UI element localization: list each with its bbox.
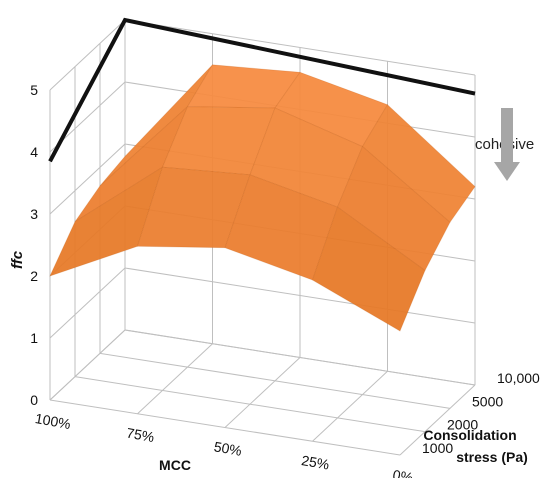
surface-patch-3-1 <box>337 145 451 272</box>
x-tick-0: 100% <box>34 410 72 432</box>
grid-left-h-1 <box>49 267 126 339</box>
x-tick-labels: 100% 75% 50% 25% 0% <box>34 410 414 478</box>
z-axis-label-line2: stress (Pa) <box>456 449 528 465</box>
z-tick-1: 2000 <box>447 417 478 433</box>
y-tick-5: 5 <box>30 82 38 98</box>
x-tick-3: 25% <box>300 452 330 473</box>
grid-floor-x-4 <box>399 384 476 456</box>
grid-floor-z-1 <box>74 376 426 433</box>
z-axis-label-line1: Consolidation <box>423 427 516 443</box>
grid-floor-x-3 <box>312 370 388 442</box>
cohesive-arrow <box>494 108 520 181</box>
surface-plot <box>49 64 476 332</box>
y-tick-2: 2 <box>30 268 38 284</box>
surface-patch-3-0 <box>312 206 426 332</box>
y-tick-labels: 0 1 2 3 4 5 <box>30 82 38 408</box>
grid-floor-x-1 <box>137 343 213 415</box>
grid-floor-z-3 <box>124 329 476 386</box>
x-tick-2: 50% <box>213 438 243 459</box>
x-tick-4: 0% <box>392 466 415 478</box>
grid-floor-z-0 <box>49 399 401 456</box>
grid-floor-x-0 <box>49 329 126 401</box>
surface-patch-3-2 <box>361 104 476 223</box>
x-tick-1: 75% <box>125 425 155 446</box>
y-tick-1: 1 <box>30 330 38 346</box>
y-tick-0: 0 <box>30 392 38 408</box>
grid-left-h-3 <box>49 143 126 215</box>
grid-floor-x-2 <box>224 357 301 428</box>
y-axis-label: ffc <box>9 250 26 269</box>
z-tick-2: 5000 <box>472 393 503 409</box>
z-tick-0: 1000 <box>422 440 453 456</box>
y-tick-3: 3 <box>30 206 38 222</box>
y-tick-4: 4 <box>30 144 38 160</box>
grid-left-h-5 <box>49 19 126 91</box>
grid-floor-z-2 <box>99 352 451 409</box>
z-tick-labels: 1000 2000 5000 10,000 <box>422 370 540 456</box>
threshold-line <box>48 17 476 163</box>
x-axis-label: MCC <box>159 457 191 473</box>
z-tick-3: 10,000 <box>497 370 540 386</box>
